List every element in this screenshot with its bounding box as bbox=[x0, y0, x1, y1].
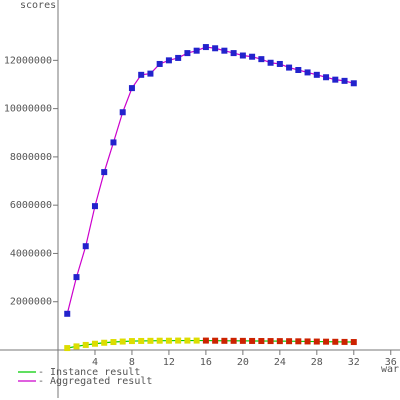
y-axis-label: scores bbox=[20, 0, 56, 11]
x-tick-label: 32 bbox=[348, 357, 360, 368]
point bbox=[258, 56, 265, 63]
point bbox=[184, 337, 191, 344]
series-line bbox=[67, 339, 354, 349]
point bbox=[212, 45, 219, 52]
point bbox=[267, 59, 274, 66]
point bbox=[212, 337, 219, 344]
point bbox=[119, 338, 126, 345]
point bbox=[323, 338, 330, 345]
point bbox=[267, 338, 274, 345]
point bbox=[221, 337, 228, 344]
point bbox=[323, 74, 330, 81]
point bbox=[332, 338, 339, 345]
point bbox=[175, 54, 182, 61]
point bbox=[110, 139, 117, 146]
point bbox=[332, 76, 339, 83]
point bbox=[239, 52, 246, 59]
point bbox=[91, 203, 98, 210]
point bbox=[295, 338, 302, 345]
point bbox=[184, 50, 191, 57]
point bbox=[313, 71, 320, 78]
point bbox=[91, 340, 98, 347]
x-tick-label: 4 bbox=[92, 357, 98, 368]
point bbox=[286, 338, 293, 345]
point bbox=[258, 338, 265, 345]
point bbox=[156, 337, 163, 344]
point bbox=[156, 60, 163, 67]
point bbox=[64, 345, 71, 352]
point bbox=[249, 53, 256, 60]
point bbox=[147, 70, 154, 77]
point bbox=[110, 339, 117, 346]
x-tick-label: 12 bbox=[163, 357, 175, 368]
point bbox=[295, 67, 302, 73]
point bbox=[350, 339, 357, 346]
x-tick-label: 8 bbox=[129, 357, 135, 368]
point bbox=[276, 338, 283, 345]
point bbox=[193, 337, 200, 344]
point bbox=[82, 341, 89, 348]
x-axis-label: war bbox=[381, 364, 399, 375]
y-tick-label: 6000000 bbox=[10, 200, 52, 211]
y-tick-label: 2000000 bbox=[10, 297, 52, 308]
point bbox=[128, 85, 135, 92]
point bbox=[175, 337, 182, 344]
point bbox=[341, 338, 348, 345]
point bbox=[286, 64, 293, 71]
point bbox=[73, 274, 80, 281]
x-tick-label: 36 bbox=[385, 357, 397, 368]
point bbox=[138, 337, 145, 344]
point bbox=[341, 77, 348, 84]
point bbox=[165, 337, 172, 344]
point bbox=[64, 310, 71, 317]
x-tick-label: 28 bbox=[311, 357, 323, 368]
point bbox=[221, 47, 228, 54]
point bbox=[138, 71, 145, 78]
series-line bbox=[66, 46, 354, 314]
point bbox=[304, 338, 311, 345]
point bbox=[119, 109, 126, 116]
point bbox=[276, 60, 283, 67]
point bbox=[313, 338, 320, 345]
x-tick-label: 24 bbox=[274, 357, 286, 368]
y-tick-label: 4000000 bbox=[10, 248, 52, 259]
point bbox=[230, 337, 237, 344]
point bbox=[82, 243, 89, 250]
point bbox=[350, 80, 357, 87]
point bbox=[73, 343, 80, 350]
point bbox=[202, 44, 209, 51]
x-tick-label: 20 bbox=[237, 357, 249, 368]
legend-label: - Instance result bbox=[38, 367, 140, 378]
point bbox=[230, 50, 237, 57]
point bbox=[147, 337, 154, 344]
point bbox=[304, 69, 311, 76]
point bbox=[239, 337, 246, 344]
y-tick-label: 10000000 bbox=[4, 104, 52, 115]
y-tick-label: 8000000 bbox=[10, 152, 52, 163]
point bbox=[101, 339, 108, 346]
x-tick-label: 16 bbox=[200, 357, 212, 368]
point bbox=[165, 57, 172, 64]
point bbox=[249, 337, 256, 344]
point bbox=[202, 337, 209, 344]
y-tick-label: 12000000 bbox=[4, 55, 52, 66]
point bbox=[101, 169, 108, 176]
point bbox=[193, 47, 200, 54]
legend-label: - Aggregated result bbox=[38, 376, 152, 387]
point bbox=[128, 338, 135, 345]
